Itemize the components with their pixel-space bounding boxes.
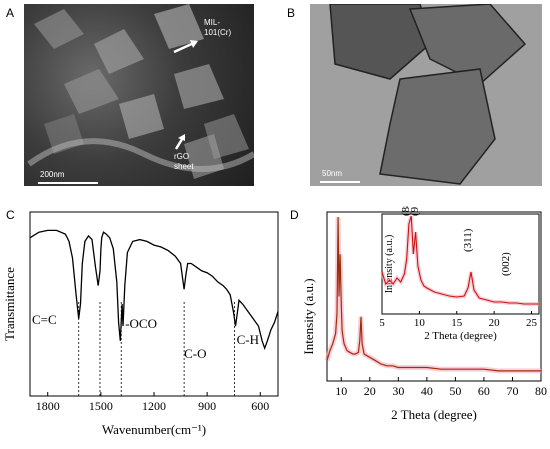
sem-micrograph: MIL- 101(Cr) rGO sheet 200nm bbox=[24, 4, 254, 186]
xrd-y-axis-label: Intensity (a.u.) bbox=[301, 278, 316, 354]
xrd-inset-x-tick-label: 5 bbox=[379, 317, 385, 329]
ftir-x-tick-label: 600 bbox=[251, 399, 269, 413]
mil-label-line1: MIL- bbox=[204, 18, 220, 27]
panel-letter-b: B bbox=[287, 6, 296, 20]
xrd-x-tick-label: 70 bbox=[506, 384, 518, 398]
xrd-inset-annotation: (311) bbox=[462, 228, 474, 252]
xrd-x-tick-label: 20 bbox=[364, 384, 376, 398]
ftir-x-tick-label: 1500 bbox=[89, 399, 113, 413]
ftir-chart: 1800 1500 1200 900 600 Wavenumber(cm⁻¹) Transm… bbox=[2, 211, 279, 437]
xrd-x-tick-label: 80 bbox=[535, 384, 547, 398]
xrd-x-tick-label: 50 bbox=[449, 384, 461, 398]
xrd-inset-x-tick-label: 10 bbox=[414, 317, 426, 329]
sem-texture bbox=[27, 4, 254, 179]
ftir-x-tick-label: 1200 bbox=[142, 399, 166, 413]
ftir-annotation: C-H bbox=[237, 332, 259, 347]
xrd-inset-line bbox=[381, 215, 539, 305]
xrd-x-tick-label: 30 bbox=[392, 384, 404, 398]
xrd-inset-x-tick-label: 20 bbox=[489, 317, 501, 329]
xrd-inset-annotation: (002) bbox=[500, 252, 512, 276]
tem-texture bbox=[310, 4, 542, 186]
sem-scale-bar bbox=[38, 182, 98, 184]
rgo-label: rGO sheet bbox=[174, 152, 194, 172]
xrd-inset-annotation: (911) bbox=[409, 206, 421, 216]
ftir-plot-frame bbox=[29, 211, 279, 397]
ftir-annotation: -OCO bbox=[125, 316, 157, 331]
ftir-x-axis-label: Wavenumber(cm⁻¹) bbox=[102, 422, 206, 437]
ftir-x-tick-label: 1800 bbox=[36, 399, 60, 413]
rgo-label-line1: rGO bbox=[174, 152, 190, 161]
mil-label-line2: 101(Cr) bbox=[204, 28, 232, 37]
tem-micrograph: 50nm bbox=[310, 4, 542, 186]
ftir-y-axis-label: Transmittance bbox=[2, 267, 17, 341]
ftir-annotation: C-O bbox=[184, 346, 206, 361]
xrd-inset-x-tick-label: 15 bbox=[451, 317, 463, 329]
xrd-series-fit bbox=[326, 217, 541, 372]
tem-scale-text: 50nm bbox=[322, 169, 343, 178]
xrd-inset-x-axis-label: 2 Theta (degree) bbox=[424, 330, 497, 342]
rgo-label-line2: sheet bbox=[174, 162, 194, 171]
xrd-inset-annotation: (882) bbox=[400, 206, 412, 216]
xrd-plot-frame bbox=[326, 211, 542, 382]
mil-label: MIL- 101(Cr) bbox=[204, 18, 231, 38]
xrd-chart: 10 20 30 40 50 60 70 80 2 Theta (degree) Intensit… bbox=[301, 206, 547, 422]
xrd-x-tick-label: 40 bbox=[421, 384, 433, 398]
panel-letter-a: A bbox=[6, 6, 15, 20]
ftir-series-line bbox=[29, 229, 279, 351]
ftir-annotation: C=C bbox=[32, 312, 57, 327]
panel-letter-d: D bbox=[290, 208, 299, 222]
xrd-x-tick-label: 60 bbox=[478, 384, 490, 398]
xrd-x-tick-label: 10 bbox=[335, 384, 347, 398]
xrd-inset-y-axis-label: Intensity (a.u.) bbox=[384, 235, 395, 294]
ftir-x-tick-label: 900 bbox=[198, 399, 216, 413]
tem-scale-bar bbox=[320, 181, 360, 183]
xrd-x-axis-label: 2 Theta (degree) bbox=[391, 407, 477, 422]
panel-letter-c: C bbox=[6, 208, 15, 222]
xrd-inset-x-tick-label: 25 bbox=[526, 317, 538, 329]
sem-scale-text: 200nm bbox=[40, 170, 65, 179]
